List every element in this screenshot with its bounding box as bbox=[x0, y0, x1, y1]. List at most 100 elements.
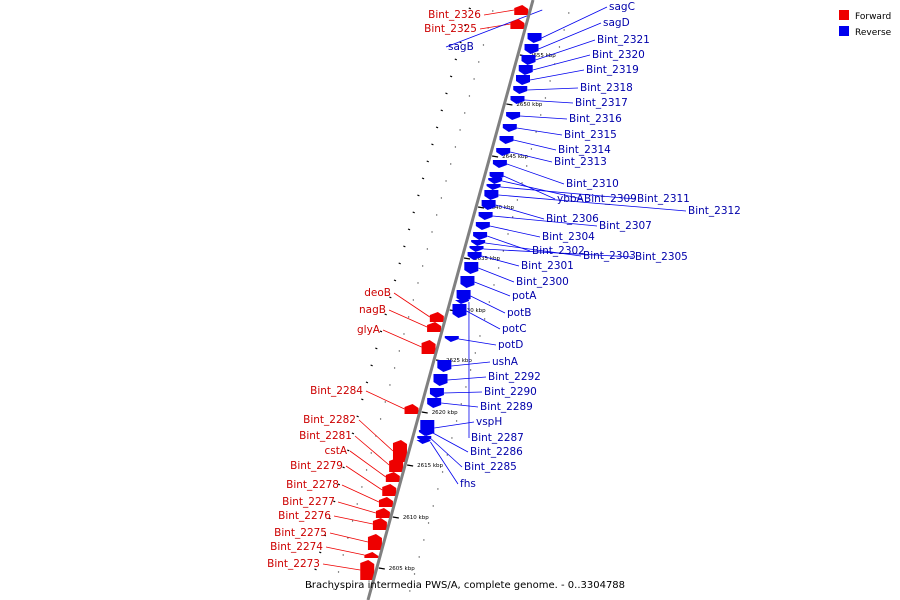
reverse-gene-leader bbox=[483, 248, 634, 258]
reverse-gene-label: vspH bbox=[476, 416, 502, 428]
reverse-track-dot bbox=[418, 556, 420, 558]
reverse-track-dot bbox=[437, 488, 439, 490]
forward-track-dash bbox=[403, 245, 406, 248]
forward-gene-bint_2325 bbox=[510, 19, 525, 29]
reverse-gene-label: Bint_2317 bbox=[575, 97, 628, 109]
forward-gene-leader bbox=[345, 465, 383, 491]
legend-reverse-label: Reverse bbox=[855, 28, 892, 38]
forward-gene-leader bbox=[479, 23, 511, 30]
reverse-gene-label: Bint_2303 bbox=[583, 250, 636, 262]
forward-track-dash bbox=[347, 449, 350, 452]
forward-track-dash bbox=[407, 228, 411, 231]
reverse-gene-leader bbox=[431, 438, 463, 468]
axis-tick-label: 2615 kbp bbox=[417, 463, 443, 469]
reverse-gene-bint_2285 bbox=[417, 436, 432, 442]
reverse-gene-label: Bint_2301 bbox=[521, 260, 574, 272]
forward-track-dot bbox=[426, 248, 429, 250]
reverse-gene-bint_2310 bbox=[492, 160, 507, 168]
forward-track-dash bbox=[365, 381, 369, 384]
forward-track-dash bbox=[309, 585, 313, 588]
reverse-gene-label: Bint_2313 bbox=[554, 156, 607, 168]
reverse-gene-label: Bint_2292 bbox=[488, 371, 541, 383]
forward-track-dash bbox=[314, 568, 317, 571]
reverse-track-dot bbox=[549, 80, 551, 82]
leaders-layer bbox=[322, 6, 687, 571]
forward-track-dash bbox=[426, 160, 429, 163]
forward-gene-label: Bint_2275 bbox=[274, 527, 327, 539]
reverse-track-dot bbox=[544, 97, 547, 99]
reverse-gene-label: ybbA bbox=[557, 193, 585, 205]
reverse-track-dot bbox=[479, 335, 481, 337]
reverse-gene-bint_2303 bbox=[471, 240, 486, 246]
reverse-gene-leader bbox=[529, 69, 585, 81]
reverse-track-dot bbox=[446, 454, 448, 456]
reverse-gene-leader bbox=[441, 402, 479, 408]
reverse-gene-label: Bint_2318 bbox=[580, 82, 633, 94]
forward-track-dash bbox=[342, 466, 345, 469]
forward-gene-bint_2275 bbox=[367, 534, 382, 550]
reverse-gene-label: Bint_2309 bbox=[584, 193, 637, 205]
forward-track-dash bbox=[463, 24, 467, 27]
reverse-track-dot bbox=[432, 505, 434, 507]
reverse-gene-leader bbox=[498, 194, 687, 212]
reverse-gene-leader bbox=[485, 242, 582, 257]
reverse-gene-leader bbox=[443, 391, 483, 394]
reverse-gene-bint_2302 bbox=[473, 232, 488, 240]
forward-track-dot bbox=[421, 265, 424, 267]
reverse-track-dot bbox=[413, 573, 416, 575]
reverse-gene-leader bbox=[474, 281, 511, 297]
reverse-gene-leader bbox=[527, 87, 579, 91]
forward-track-dot bbox=[412, 299, 415, 301]
forward-gene-bint_2277 bbox=[375, 508, 390, 518]
reverse-gene-bint_2312 bbox=[484, 190, 499, 200]
forward-track-dot bbox=[436, 214, 438, 216]
forward-gene-leader bbox=[329, 532, 369, 543]
forward-gene-leader bbox=[358, 419, 394, 452]
axis-tick-label: 2645 kbp bbox=[502, 154, 528, 160]
axis-tick-label: 2635 kbp bbox=[474, 256, 500, 262]
forward-gene-label: Bint_2326 bbox=[428, 9, 481, 21]
forward-track-dash bbox=[468, 7, 472, 10]
forward-track-dash bbox=[318, 551, 322, 554]
reverse-gene-leader bbox=[516, 127, 563, 136]
forward-track-dash bbox=[445, 92, 448, 95]
forward-gene-label: Bint_2276 bbox=[278, 510, 331, 522]
forward-gene-label: cstA bbox=[324, 445, 347, 457]
forward-gene-leader bbox=[354, 435, 390, 466]
reverse-gene-label: Bint_2285 bbox=[464, 461, 517, 473]
forward-gene-bint_2273 bbox=[360, 560, 375, 580]
reverse-track-dot bbox=[469, 369, 472, 371]
forward-gene-bint_2279 bbox=[382, 484, 397, 496]
axis-tick bbox=[421, 411, 428, 414]
forward-gene-label: Bint_2279 bbox=[290, 460, 343, 472]
reverse-track-dot bbox=[488, 301, 491, 303]
forward-track-dot bbox=[389, 384, 391, 386]
forward-gene-nagb bbox=[427, 322, 442, 332]
reverse-track-dot bbox=[558, 46, 561, 48]
forward-track-dot bbox=[342, 554, 344, 556]
axis-tick bbox=[477, 206, 485, 209]
forward-track-dot bbox=[492, 10, 494, 12]
axis-tick-label: 2625 kbp bbox=[446, 358, 472, 364]
forward-track-dash bbox=[333, 500, 336, 503]
forward-gene-bint_2274 bbox=[364, 552, 379, 558]
forward-track-dot bbox=[407, 316, 410, 318]
reverse-gene-label: Bint_2307 bbox=[599, 220, 652, 232]
forward-track-dot bbox=[445, 180, 447, 182]
reverse-gene-leader bbox=[535, 39, 596, 61]
forward-gene-glya bbox=[421, 340, 436, 354]
reverse-track-dot bbox=[474, 352, 476, 354]
legend: Forward Reverse bbox=[839, 10, 892, 38]
forward-track-dot bbox=[361, 486, 363, 488]
reverse-gene-bint_2307 bbox=[478, 212, 493, 220]
reverse-gene-label: Bint_2320 bbox=[592, 49, 645, 61]
forward-track-dot bbox=[478, 61, 480, 63]
reverse-gene-label: Bint_2315 bbox=[564, 129, 617, 141]
reverse-gene-leader bbox=[524, 99, 574, 104]
forward-gene-bint_2284 bbox=[404, 404, 419, 414]
reverse-gene-label: Bint_2304 bbox=[542, 231, 595, 243]
reverse-gene-label: Bint_2289 bbox=[480, 401, 533, 413]
forward-track-dash bbox=[435, 126, 439, 129]
forward-track-dash bbox=[421, 177, 425, 180]
reverse-gene-sagc bbox=[527, 33, 542, 43]
